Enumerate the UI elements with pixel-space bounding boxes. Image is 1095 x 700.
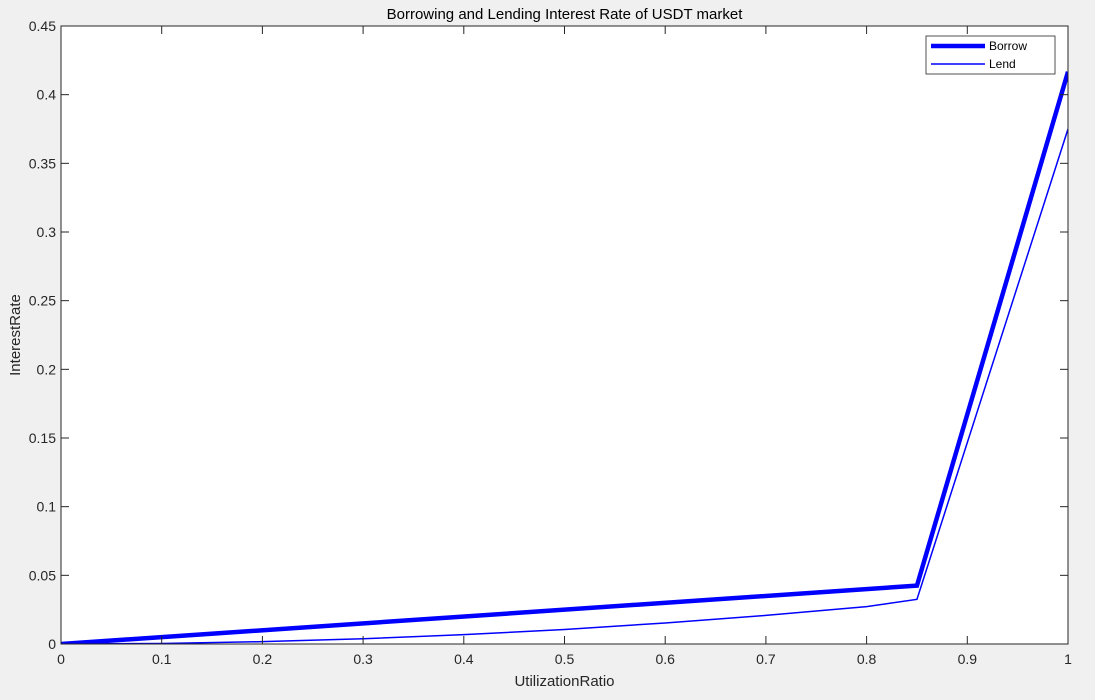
legend: Borrow Lend — [925, 35, 1056, 75]
legend-label-borrow: Borrow — [989, 39, 1027, 53]
x-tick-label: 0.4 — [454, 651, 474, 667]
x-tick-label: 0.8 — [857, 651, 877, 667]
x-tick-label: 0.2 — [253, 651, 273, 667]
y-tick-label: 0.2 — [37, 361, 57, 377]
legend-box — [925, 35, 1056, 75]
y-tick-label: 0 — [48, 636, 56, 652]
series-line-lend — [61, 128, 1068, 644]
plot-frame — [60, 25, 1069, 645]
x-tick-label: 0.7 — [756, 651, 776, 667]
series-line-borrow — [61, 71, 1068, 644]
legend-label-lend: Lend — [989, 57, 1016, 71]
y-tick-label: 0.45 — [29, 18, 56, 34]
x-tick-label: 0.1 — [152, 651, 172, 667]
x-tick-label: 0.6 — [655, 651, 675, 667]
y-tick-label: 0.05 — [29, 567, 56, 583]
x-tick-label: 0 — [57, 651, 65, 667]
y-tick-label: 0.15 — [29, 430, 56, 446]
ticks-layer: 0 0.1 0.2 0.3 0.4 0.5 0.6 0.7 0.8 0.9 1 0 0.05 0.1 0.1… — [29, 18, 1072, 667]
plot-area — [61, 26, 1068, 644]
y-axis-title: InterestRate — [7, 294, 24, 376]
x-tick-label: 0.3 — [353, 651, 373, 667]
x-tick-label: 0.5 — [555, 651, 575, 667]
y-tick-label: 0.25 — [29, 293, 56, 309]
x-axis-title: UtilizationRatio — [514, 673, 614, 690]
y-tick-label: 0.3 — [37, 224, 57, 240]
y-tick-label: 0.1 — [37, 499, 57, 515]
y-tick-label: 0.4 — [37, 87, 57, 103]
chart-title: Borrowing and Lending Interest Rate of U… — [387, 6, 744, 23]
x-tick-label: 1 — [1064, 651, 1072, 667]
series-layer — [61, 71, 1068, 644]
x-tick-label: 0.9 — [958, 651, 978, 667]
y-tick-label: 0.35 — [29, 155, 56, 171]
